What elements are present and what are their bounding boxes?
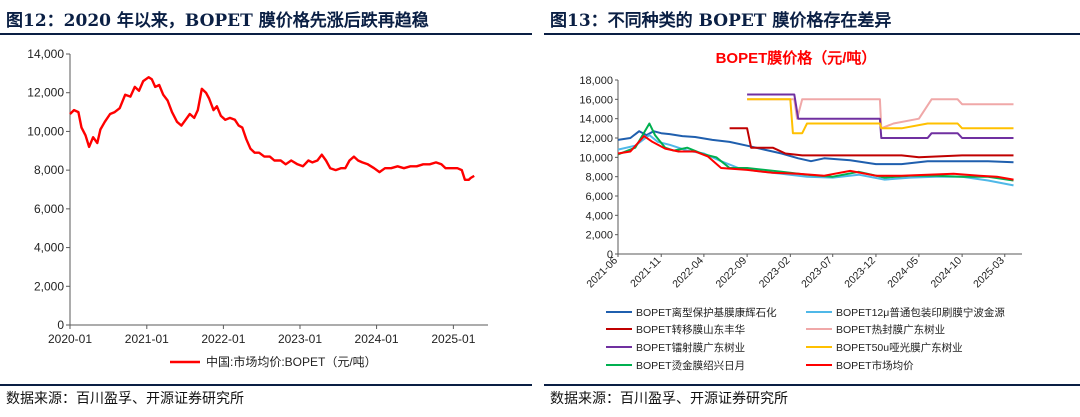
figure-12-chart: 0 2,000 4,000 6,000 8,000 10,000 12,000 14,000 2… <box>27 47 488 369</box>
x-tick-label: 2022-01 <box>201 332 245 346</box>
x-tick-label: 2022-09 <box>713 255 749 291</box>
x-tick-label: 2020-01 <box>48 332 92 346</box>
legend-label: BOPET市场均价 <box>836 359 914 372</box>
legend-label: BOPET热封膜广东树业 <box>836 323 945 336</box>
x-tick-label: 2021-01 <box>125 332 169 346</box>
legend-label: BOPET离型保护基膜康辉石化 <box>636 306 777 319</box>
figure-13-chart: BOPET膜价格（元/吨） 0 2,000 4,000 6,000 8,000 10,000… <box>579 49 1022 372</box>
x-tick-label: 2022-04 <box>670 255 706 291</box>
legend-label: BOPET转移膜山东丰华 <box>636 323 745 336</box>
y-tick-label: 4,000 <box>585 210 613 222</box>
figure-13-source: 数据来源：百川盈孚、开源证券研究所 <box>550 391 788 407</box>
series-line-5 <box>747 93 1014 139</box>
y-tick-label: 2,000 <box>585 230 613 242</box>
y-tick-label: 8,000 <box>34 163 64 177</box>
legend-label: BOPET镭射膜广东树业 <box>636 341 745 354</box>
y-tick-label: 12,000 <box>27 86 64 100</box>
x-tick-label: 2021-11 <box>628 255 663 290</box>
series-line-8 <box>617 135 1014 181</box>
y-tick-label: 4,000 <box>34 241 64 255</box>
y-tick-label: 18,000 <box>579 75 613 87</box>
series-line-4 <box>747 98 1014 130</box>
y-tick-label: 0 <box>57 318 64 332</box>
y-tick-label: 8,000 <box>585 172 613 184</box>
x-tick-label: 2024-10 <box>928 255 964 291</box>
source-rule <box>0 384 532 386</box>
figure-12-source: 数据来源：百川盈孚、开源证券研究所 <box>6 391 244 407</box>
legend-label: BOPET50u哑光膜广东树业 <box>836 341 963 354</box>
title-rule <box>0 33 532 35</box>
y-tick-label: 10,000 <box>579 152 613 164</box>
x-tick-label: 2023-01 <box>278 332 322 346</box>
legend-label: BOPET烫金膜绍兴日月 <box>636 359 745 372</box>
figure-12-title: 图12：2020 年以来，BOPET 膜价格先涨后跌再趋稳 <box>6 11 429 31</box>
y-tick-label: 16,000 <box>579 94 613 106</box>
figure-13-title: 图13：不同种类的 BOPET 膜价格存在差异 <box>550 11 892 31</box>
series-line-3 <box>729 127 1014 159</box>
figure-12-panel: 图12：2020 年以来，BOPET 膜价格先涨后跌再趋稳 0 2,000 4,00… <box>0 0 532 417</box>
x-tick-label: 2023-07 <box>799 255 835 291</box>
x-tick-label: 2025-01 <box>431 332 475 346</box>
x-tick-label: 2024-05 <box>885 255 921 291</box>
x-tick-label: 2023-02 <box>757 255 793 291</box>
y-tick-label: 12,000 <box>579 133 613 145</box>
series-line-6 <box>747 98 1014 135</box>
y-tick-label: 6,000 <box>585 191 613 203</box>
x-tick-label: 2025-03 <box>971 255 1007 291</box>
chart-title: BOPET膜价格（元/吨） <box>716 49 877 67</box>
y-tick-label: 10,000 <box>27 124 64 138</box>
x-tick-label: 2021-06 <box>584 255 620 291</box>
title-rule <box>544 33 1080 35</box>
y-tick-label: 14,000 <box>27 47 64 61</box>
series-line-bopet-market-price <box>69 76 475 182</box>
y-tick-label: 0 <box>607 249 613 261</box>
y-tick-label: 6,000 <box>34 202 64 216</box>
x-tick-label: 2024-01 <box>355 332 399 346</box>
legend-label: BOPET12μ普通包装印刷膜宁波金源 <box>836 306 1005 319</box>
figure-13-panel: 图13：不同种类的 BOPET 膜价格存在差异 BOPET膜价格（元/吨） 0 2,… <box>544 0 1080 417</box>
y-tick-label: 14,000 <box>579 114 613 126</box>
y-tick-label: 2,000 <box>34 279 64 293</box>
x-tick-label: 2023-12 <box>842 255 878 291</box>
legend-label: 中国:市场均价:BOPET（元/吨） <box>206 354 377 369</box>
source-rule <box>544 384 1080 386</box>
